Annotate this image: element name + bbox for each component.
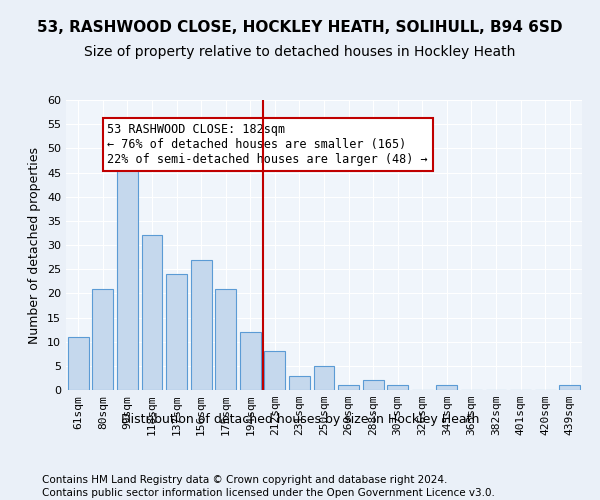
Text: Contains HM Land Registry data © Crown copyright and database right 2024.: Contains HM Land Registry data © Crown c… — [42, 475, 448, 485]
Bar — [68, 337, 89, 390]
Bar — [191, 260, 212, 390]
Bar — [338, 385, 359, 390]
Bar — [559, 385, 580, 390]
Bar — [117, 163, 138, 390]
Text: Distribution of detached houses by size in Hockley Heath: Distribution of detached houses by size … — [121, 412, 479, 426]
Bar — [142, 236, 163, 390]
Bar — [166, 274, 187, 390]
Bar — [436, 385, 457, 390]
Bar — [314, 366, 334, 390]
Bar — [387, 385, 408, 390]
Text: 53 RASHWOOD CLOSE: 182sqm
← 76% of detached houses are smaller (165)
22% of semi: 53 RASHWOOD CLOSE: 182sqm ← 76% of detac… — [107, 123, 428, 166]
Bar — [215, 288, 236, 390]
Text: Size of property relative to detached houses in Hockley Heath: Size of property relative to detached ho… — [85, 45, 515, 59]
Y-axis label: Number of detached properties: Number of detached properties — [28, 146, 41, 344]
Bar — [265, 352, 286, 390]
Text: Contains public sector information licensed under the Open Government Licence v3: Contains public sector information licen… — [42, 488, 495, 498]
Bar — [92, 288, 113, 390]
Bar — [240, 332, 261, 390]
Bar — [289, 376, 310, 390]
Bar — [362, 380, 383, 390]
Text: 53, RASHWOOD CLOSE, HOCKLEY HEATH, SOLIHULL, B94 6SD: 53, RASHWOOD CLOSE, HOCKLEY HEATH, SOLIH… — [37, 20, 563, 35]
